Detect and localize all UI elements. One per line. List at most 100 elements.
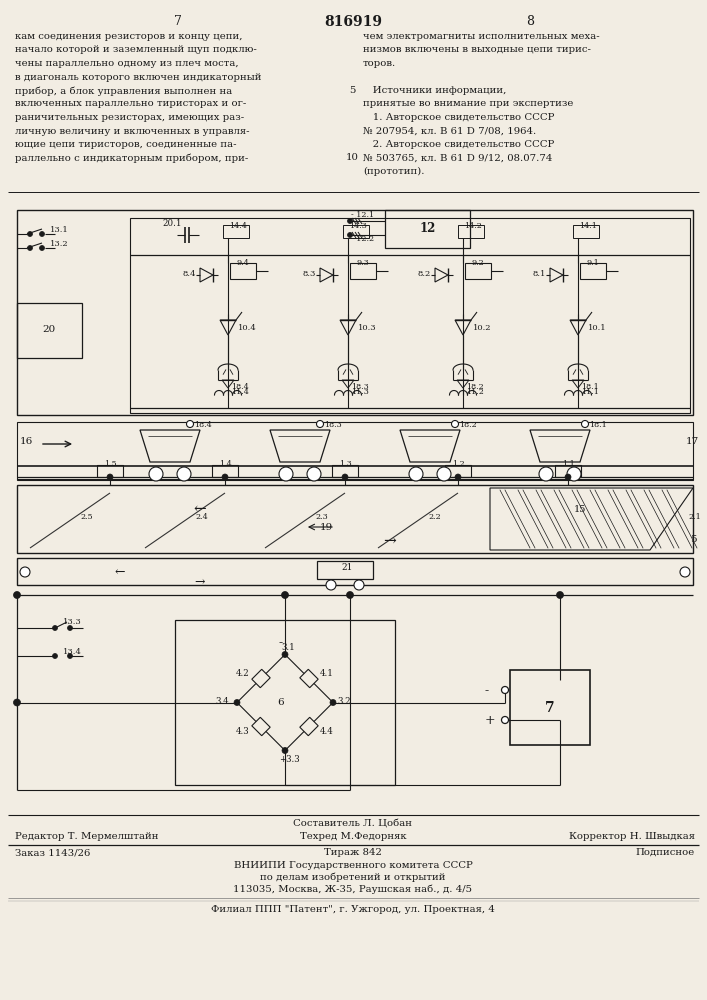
- Text: торов.: торов.: [363, 59, 396, 68]
- Circle shape: [567, 467, 581, 481]
- Text: 9.4: 9.4: [237, 259, 250, 267]
- Text: 5: 5: [690, 535, 696, 544]
- Bar: [445, 465, 471, 477]
- Text: 14.4: 14.4: [229, 222, 247, 230]
- Text: Техред М.Федорняк: Техред М.Федорняк: [300, 832, 407, 841]
- Text: чем электромагниты исполнительных меха-: чем электромагниты исполнительных меха-: [363, 32, 600, 41]
- Text: Редактор Т. Мермелштайн: Редактор Т. Мермелштайн: [15, 832, 158, 841]
- Circle shape: [565, 474, 571, 480]
- Text: 9.2: 9.2: [472, 259, 484, 267]
- Circle shape: [452, 420, 459, 428]
- Bar: [573, 225, 599, 238]
- Text: № 503765, кл. В 61 D 9/12, 08.07.74: № 503765, кл. В 61 D 9/12, 08.07.74: [363, 153, 552, 162]
- Text: № 207954, кл. В 61 D 7/08, 1964.: № 207954, кл. В 61 D 7/08, 1964.: [363, 126, 536, 135]
- Text: в диагональ которого включен индикаторный: в диагональ которого включен индикаторны…: [15, 73, 262, 82]
- Text: 3.2: 3.2: [337, 698, 351, 706]
- Bar: [465, 263, 491, 279]
- Bar: [212, 465, 238, 477]
- Text: 8.1: 8.1: [533, 270, 547, 278]
- Text: 2.4: 2.4: [195, 513, 208, 521]
- Bar: [17, 210, 693, 415]
- Text: 11.2: 11.2: [466, 388, 484, 396]
- Text: (прототип).: (прототип).: [363, 167, 424, 176]
- Circle shape: [40, 232, 45, 236]
- Text: 113035, Москва, Ж-35, Раушская наб., д. 4/5: 113035, Москва, Ж-35, Раушская наб., д. …: [233, 885, 472, 894]
- Text: 12: 12: [419, 223, 436, 235]
- Circle shape: [282, 748, 288, 754]
- Circle shape: [501, 686, 508, 694]
- Text: низмов включены в выходные цепи тирис-: низмов включены в выходные цепи тирис-: [363, 45, 591, 54]
- Text: 13.1: 13.1: [50, 226, 69, 234]
- Text: раничительных резисторах, имеющих раз-: раничительных резисторах, имеющих раз-: [15, 113, 244, 122]
- Text: 1. Авторское свидетельство СССР: 1. Авторское свидетельство СССР: [363, 113, 554, 122]
- Circle shape: [52, 654, 57, 658]
- Text: 2.3: 2.3: [315, 513, 328, 521]
- Circle shape: [281, 591, 288, 598]
- Text: - 12.2: - 12.2: [351, 235, 374, 243]
- Text: раллельно с индикаторным прибором, при-: раллельно с индикаторным прибором, при-: [15, 153, 248, 163]
- Bar: [343, 225, 369, 238]
- Text: 18.4: 18.4: [231, 383, 249, 391]
- Text: 1.4: 1.4: [218, 460, 231, 468]
- Circle shape: [539, 467, 553, 481]
- Text: 13.4: 13.4: [63, 648, 82, 656]
- Text: чены параллельно одному из плеч моста,: чены параллельно одному из плеч моста,: [15, 59, 239, 68]
- Text: Корректор Н. Швыдкая: Корректор Н. Швыдкая: [569, 832, 695, 841]
- Text: Тираж 842: Тираж 842: [324, 848, 382, 857]
- Bar: [130, 218, 690, 413]
- Text: ←: ←: [194, 503, 206, 517]
- Text: 18.3: 18.3: [351, 383, 369, 391]
- Text: включенных параллельно тиристорах и ог-: включенных параллельно тиристорах и ог-: [15, 100, 246, 108]
- Text: 14.3: 14.3: [349, 222, 367, 230]
- Text: -: -: [279, 637, 283, 650]
- Text: 4.4: 4.4: [320, 727, 334, 736]
- Text: 3.4: 3.4: [215, 698, 228, 706]
- Text: 8.4: 8.4: [183, 270, 197, 278]
- Text: Заказ 1143/26: Заказ 1143/26: [15, 848, 90, 857]
- Text: 1.5: 1.5: [104, 460, 117, 468]
- Text: 18.1: 18.1: [581, 383, 599, 391]
- Circle shape: [326, 580, 336, 590]
- Circle shape: [317, 420, 324, 428]
- Circle shape: [348, 219, 353, 224]
- Text: +: +: [485, 714, 496, 727]
- Text: +3.3: +3.3: [279, 756, 300, 764]
- Text: 10.1: 10.1: [588, 324, 607, 332]
- Bar: [97, 465, 123, 477]
- Circle shape: [67, 626, 73, 631]
- Text: 8: 8: [526, 15, 534, 28]
- Circle shape: [346, 591, 354, 598]
- Text: →: →: [194, 576, 205, 589]
- Text: 816919: 816919: [324, 15, 382, 29]
- Text: 10: 10: [346, 153, 358, 162]
- Circle shape: [282, 652, 288, 658]
- Text: 15: 15: [574, 505, 586, 514]
- Text: 14.2: 14.2: [464, 222, 482, 230]
- Text: 4.1: 4.1: [320, 669, 334, 678]
- Circle shape: [67, 654, 73, 658]
- Text: начало которой и заземленный щуп подклю-: начало которой и заземленный щуп подклю-: [15, 45, 257, 54]
- Text: 3.1: 3.1: [281, 643, 295, 652]
- Text: 18.3: 18.3: [324, 421, 341, 429]
- Bar: [510, 670, 590, 745]
- Bar: [230, 263, 256, 279]
- Text: 19: 19: [320, 523, 333, 532]
- Bar: [350, 263, 376, 279]
- Text: 1.2: 1.2: [452, 460, 464, 468]
- Circle shape: [556, 591, 563, 598]
- Text: 20.1: 20.1: [162, 219, 182, 228]
- Text: 11.1: 11.1: [581, 388, 599, 396]
- Circle shape: [348, 232, 353, 237]
- Text: кам соединения резисторов и концу цепи,: кам соединения резисторов и концу цепи,: [15, 32, 243, 41]
- Circle shape: [409, 467, 423, 481]
- Text: 10.2: 10.2: [473, 324, 491, 332]
- Text: 2.5: 2.5: [80, 513, 93, 521]
- Circle shape: [52, 626, 57, 631]
- Circle shape: [354, 580, 364, 590]
- Text: личную величину и включенных в управля-: личную величину и включенных в управля-: [15, 126, 250, 135]
- Text: 6: 6: [278, 698, 284, 707]
- Text: ←: ←: [115, 566, 125, 579]
- Text: ющие цепи тиристоров, соединенные па-: ющие цепи тиристоров, соединенные па-: [15, 140, 237, 149]
- Text: 11.4: 11.4: [231, 388, 249, 396]
- Circle shape: [13, 591, 21, 598]
